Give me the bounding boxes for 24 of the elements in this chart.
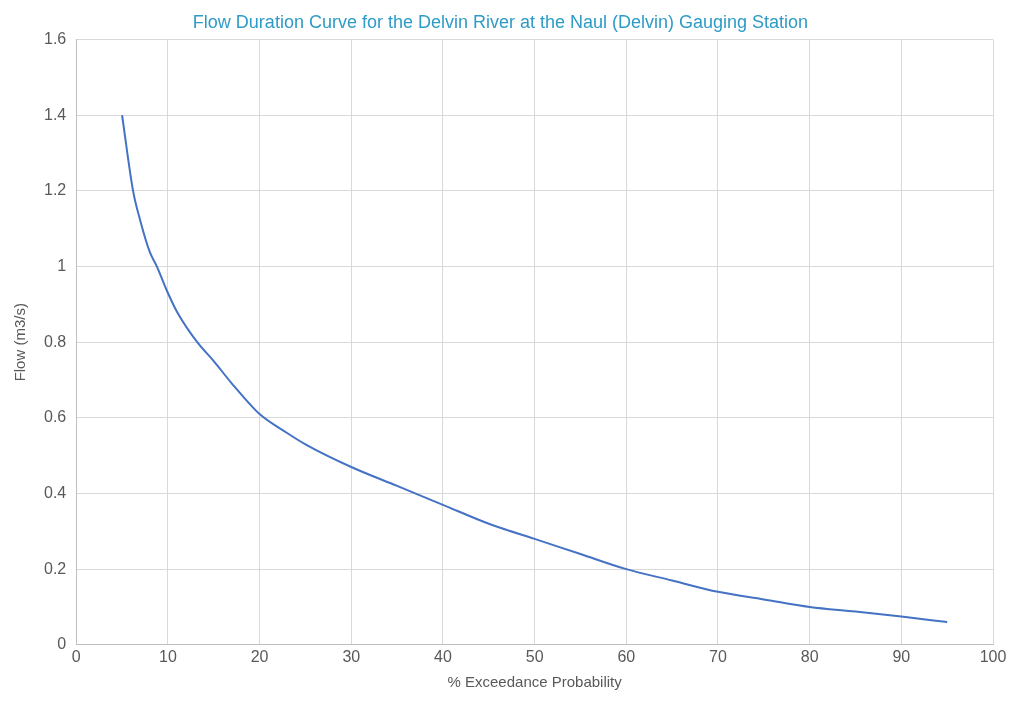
y-tick-label: 1: [57, 256, 67, 274]
y-tick-label: 0.2: [43, 559, 67, 577]
x-tick-label: 30: [342, 647, 361, 665]
x-tick-label: 70: [709, 647, 727, 665]
chart-title: Flow Duration Curve for the Delvin River at the Naul (Delvin) Gauging Station: [192, 11, 809, 32]
x-axis-title: % Exceedance Probability: [447, 673, 623, 691]
y-tick-label: 0.6: [43, 408, 67, 426]
y-axis-title: Flow (m3/s): [11, 303, 29, 382]
x-tick-label: 40: [434, 647, 452, 665]
x-tick-label: 10: [159, 647, 177, 665]
x-tick-label: 100: [979, 647, 1007, 665]
y-tick-label: 1.4: [43, 105, 67, 123]
x-tick-label: 50: [525, 647, 544, 665]
y-tick-label: 0.8: [43, 332, 67, 350]
y-tick-label: 0: [57, 635, 67, 653]
y-tick-label: 1.6: [43, 30, 67, 48]
x-tick-label: 80: [800, 647, 819, 665]
x-tick-label: 20: [250, 647, 269, 665]
y-tick-label: 0.4: [43, 483, 67, 501]
x-tick-label: 90: [892, 647, 911, 665]
x-tick-label: 0: [71, 647, 81, 665]
x-tick-label: 60: [617, 647, 636, 665]
y-tick-label: 1.2: [43, 181, 67, 199]
line-series: [121, 114, 949, 624]
